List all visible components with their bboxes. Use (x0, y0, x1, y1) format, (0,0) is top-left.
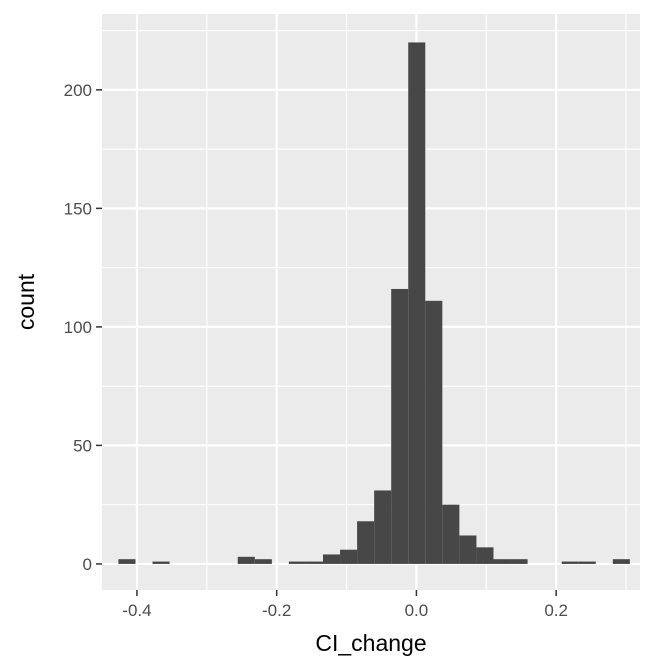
histogram-bar (425, 300, 443, 564)
histogram-bar (561, 561, 579, 564)
histogram-bar (288, 561, 306, 564)
y-tick-label: 100 (64, 318, 92, 337)
y-tick-label: 200 (64, 81, 92, 100)
histogram-bar (442, 504, 460, 564)
x-tick-label: -0.4 (122, 601, 151, 620)
x-axis-title: CI_change (315, 630, 426, 656)
histogram-bar (578, 561, 596, 564)
histogram-bars (118, 42, 630, 564)
y-axis-title: count (13, 273, 39, 330)
histogram-bar (493, 559, 511, 564)
y-tick-label: 150 (64, 199, 92, 218)
histogram-bar (237, 556, 255, 564)
y-axis: 0 50 100 150 200 (64, 81, 102, 574)
grid-minor-lines (102, 14, 640, 590)
histogram-bar (510, 559, 528, 564)
histogram-bar (357, 521, 375, 564)
histogram-bar (459, 535, 477, 564)
histogram-bar (374, 490, 392, 564)
x-tick-label: 0.2 (544, 601, 568, 620)
histogram-bar (322, 554, 341, 564)
panel-background (102, 14, 640, 590)
histogram-bar (254, 559, 272, 564)
x-tick-label: -0.2 (262, 601, 291, 620)
y-tick-label: 50 (73, 436, 92, 455)
histogram-bar (476, 547, 494, 564)
histogram-bar (152, 561, 170, 564)
histogram-bar (612, 559, 630, 564)
y-tick-label: 0 (83, 555, 92, 574)
histogram-bar (391, 288, 409, 564)
x-tick-label: 0.0 (405, 601, 429, 620)
x-axis: -0.4 -0.2 0.0 0.2 (122, 590, 568, 620)
histogram-bar (118, 559, 136, 564)
histogram-bar (408, 42, 426, 564)
histogram-bar (305, 561, 323, 564)
histogram-bar (340, 549, 358, 564)
